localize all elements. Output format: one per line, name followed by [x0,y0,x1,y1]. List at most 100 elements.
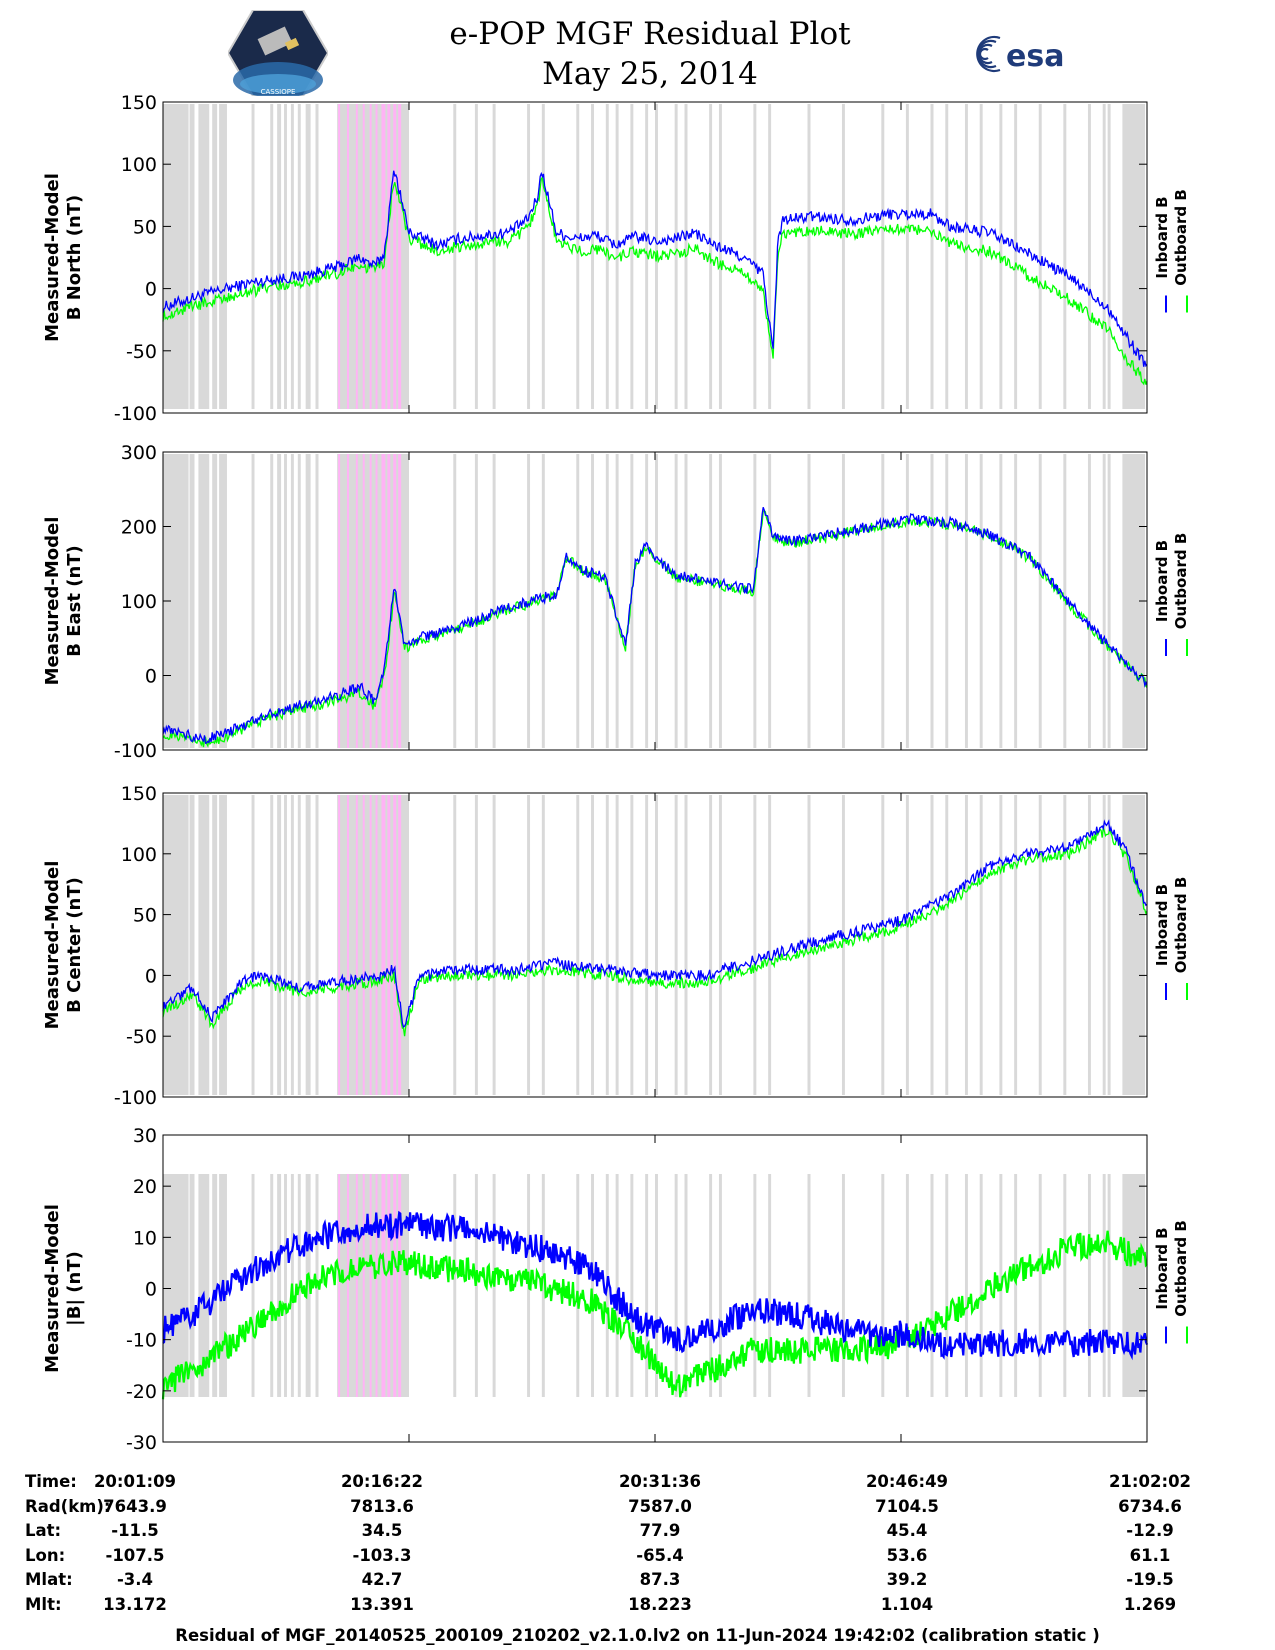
info-cell: 61.1 [1129,1545,1171,1565]
y-tick-label: -100 [114,403,157,425]
info-cell: 77.9 [639,1521,681,1540]
legend: Inboard BOutboard B [1153,1220,1190,1317]
gray-shade-band [807,1174,811,1397]
gray-shade-band [1102,104,1106,409]
gray-shade-band [541,795,545,1095]
gray-shade-band [945,1174,949,1397]
gray-shade-band [576,104,580,409]
info-cell: 1.104 [880,1594,934,1614]
gray-shade-band [645,1174,649,1397]
gray-shade-band [674,454,678,748]
gray-shade-band [674,795,678,1095]
gray-shade-band [709,1174,713,1397]
pink-shade-band [338,795,341,1095]
info-cell: -107.5 [105,1545,165,1565]
gray-shade-band [655,454,658,748]
pink-shade-band [398,1174,402,1397]
pink-shade-band [387,454,391,748]
y-axis-label-line2: B East (nT) [64,545,85,657]
pink-shade-band [362,1174,365,1397]
info-cell: -103.3 [352,1545,412,1565]
panel-4: 30 20 10 0 -10 -20 -30 Measured-Model|B| (nT) In… [42,1125,1190,1454]
legend-inboard-label: Inboard B [1153,540,1171,622]
gray-shade-band [290,454,294,748]
info-cell: 7587.0 [628,1496,692,1516]
gray-shade-band [1122,454,1146,748]
gray-shade-band [270,1174,274,1397]
gray-shade-band [945,104,949,409]
gray-shade-band [297,795,301,1095]
gray-shade-band [591,454,594,748]
pink-shade-band [375,795,378,1095]
info-cell: 13.391 [350,1594,414,1614]
y-tick-label: -100 [114,1087,157,1109]
gray-shade-band [541,1174,545,1397]
pink-shade-band [381,454,386,748]
gray-shade-band [718,1174,722,1397]
pink-shade-band [347,795,349,1095]
gray-shade-band [655,795,658,1095]
inboard-b-line [162,819,1148,1028]
y-tick-label: 100 [121,154,157,176]
info-cell: 1.269 [1123,1594,1177,1614]
gray-shade-band [163,104,189,409]
legend: Inboard BOutboard B [1153,189,1190,286]
gray-shade-band [189,1174,195,1397]
gray-shade-band [684,454,688,748]
pink-shade-band [387,104,391,409]
gray-shade-band [453,1174,457,1397]
gray-shade-band [881,454,885,748]
pink-shade-band [369,104,372,409]
gray-shade-band [841,104,845,409]
y-axis-label: Measured-ModelB East (nT) [42,517,85,686]
gray-shade-band [881,104,885,409]
gray-shade-band [930,454,934,748]
gray-shade-band [337,104,409,409]
info-cell: 87.3 [639,1570,681,1589]
y-tick-label: 0 [145,965,157,987]
gray-shade-band [453,104,457,409]
gray-shade-band [674,1174,678,1397]
legend-outboard-label: Outboard B [1172,1220,1190,1317]
pink-shade-band [381,1174,386,1397]
y-tick-label: -20 [126,1381,157,1403]
info-row-label: Mlat: [25,1570,73,1589]
gray-shade-band [753,454,757,748]
gray-shade-band [277,795,282,1095]
gray-shade-band [189,795,195,1095]
y-axis-label-line1: Measured-Model [42,517,63,686]
y-axis-label-line1: Measured-Model [42,861,63,1030]
gray-shade-band [841,454,845,748]
y-axis-label: Measured-Model|B| (nT) [42,1204,85,1373]
gray-shade-band [753,104,757,409]
y-tick-label: -10 [126,1330,157,1352]
gray-shade-band [163,795,189,1095]
info-cell: 39.2 [886,1570,928,1589]
gray-shade-band [630,104,634,409]
gray-shade-band [251,795,255,1095]
info-row-label: Lat: [25,1521,62,1540]
pink-shade-band [393,1174,397,1397]
pink-shade-band [347,454,349,748]
gray-shade-band [630,1174,634,1397]
inboard-b-line [162,170,1148,368]
info-cell: 20:31:36 [618,1472,702,1491]
y-axis-label-line2: B Center (nT) [64,877,85,1013]
gray-shade-band [630,454,634,748]
gray-shade-band [841,795,845,1095]
gray-shade-band [527,454,531,748]
gray-shade-band [1087,1174,1091,1397]
gray-shade-band [337,1174,409,1397]
gray-shade-band [492,795,496,1095]
gray-shade-band [630,795,634,1095]
pink-shade-band [375,1174,378,1397]
gray-shade-band [768,1174,772,1397]
gray-shade-band [645,454,649,748]
plot-title: e-POP MGF Residual Plot [449,16,851,52]
gray-shade-band [768,454,772,748]
gray-shade-band [315,795,319,1095]
info-cell: 42.7 [361,1570,403,1589]
gray-shade-band [591,795,594,1095]
gray-shade-band [251,104,255,409]
pink-shade-band [369,1174,372,1397]
